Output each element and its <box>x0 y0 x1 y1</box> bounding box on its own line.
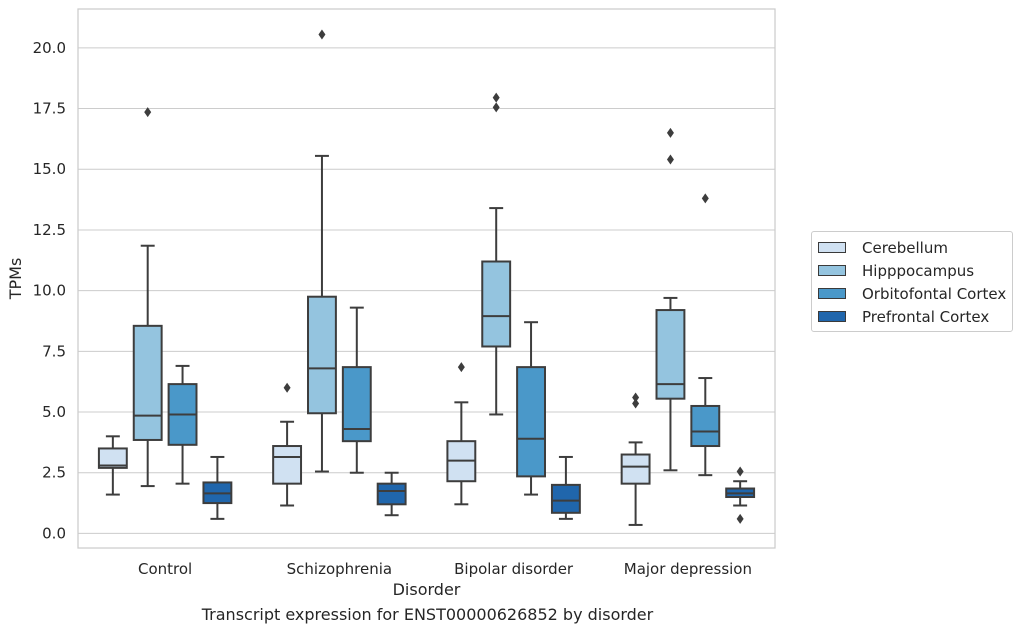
legend-item-prefrontal: Prefrontal Cortex <box>812 305 1012 328</box>
box-orbitofontal-cortex <box>341 306 372 474</box>
x-tick-label: Schizophrenia <box>287 560 392 578</box>
outlier-point <box>701 193 709 204</box>
box-iqr <box>690 404 721 448</box>
box-iqr <box>655 309 686 400</box>
box-prefrontal-cortex <box>550 455 581 520</box>
plot-frame <box>77 8 776 549</box>
x-tick-label: Bipolar disorder <box>454 560 574 578</box>
box-hipppocampus <box>307 29 337 473</box>
outlier-point <box>457 362 465 373</box>
box-iqr <box>550 483 581 514</box>
box-iqr <box>97 447 128 469</box>
figure-caption: Transcript expression for ENST0000062685… <box>201 605 654 624</box>
legend-label: Prefrontal Cortex <box>862 307 990 326</box>
legend-label: Cerebellum <box>862 238 948 257</box>
y-tick-label: 20.0 <box>33 39 66 57</box>
box-cerebellum <box>620 392 651 526</box>
y-tick-label: 17.5 <box>33 100 66 118</box>
box-cerebellum <box>272 382 303 507</box>
outlier-point <box>144 107 152 118</box>
legend-label: Hipppocampus <box>862 261 975 280</box>
legend: Cerebellum Hipppocampus Orbitofontal Cor… <box>811 231 1013 332</box>
y-tick-label: 2.5 <box>42 464 66 482</box>
outlier-point <box>318 29 326 40</box>
box-iqr <box>620 453 651 485</box>
box-hipppocampus <box>655 127 686 472</box>
box-iqr <box>481 260 512 348</box>
outlier-point <box>666 127 674 138</box>
box-iqr <box>272 445 303 485</box>
outlier-point <box>736 466 744 477</box>
y-tick-label: 10.0 <box>33 282 66 300</box>
x-tick-label: Control <box>138 560 192 578</box>
legend-item-orbitofrontal: Orbitofontal Cortex <box>812 282 1012 305</box>
legend-swatch-hippocampus <box>818 265 846 276</box>
y-tick-label: 12.5 <box>33 221 66 239</box>
legend-label: Orbitofontal Cortex <box>862 284 1007 303</box>
box-hipppocampus <box>481 92 512 416</box>
legend-item-cerebellum: Cerebellum <box>812 236 1012 259</box>
y-tick-label: 5.0 <box>42 403 66 421</box>
y-axis-label: TPMs <box>6 258 25 301</box>
y-tick-label: 0.0 <box>42 524 66 542</box>
box-iqr <box>132 324 163 441</box>
outlier-point <box>632 398 640 409</box>
box-prefrontal-cortex <box>376 471 407 517</box>
box-iqr <box>516 366 546 478</box>
outlier-point <box>736 513 744 524</box>
box-cerebellum <box>446 362 477 506</box>
legend-swatch-prefrontal <box>818 311 846 322</box>
box-orbitofontal-cortex <box>516 321 546 496</box>
box-iqr <box>307 295 337 415</box>
outlier-point <box>632 392 640 403</box>
x-tick-label: Major depression <box>624 560 752 578</box>
box-cerebellum <box>97 435 128 496</box>
box-prefrontal-cortex <box>725 466 756 524</box>
y-tick-label: 7.5 <box>42 342 66 360</box>
box-hipppocampus <box>132 107 163 488</box>
outlier-point <box>666 154 674 165</box>
box-iqr <box>341 366 372 443</box>
box-prefrontal-cortex <box>202 455 233 520</box>
outlier-point <box>492 92 500 103</box>
legend-swatch-cerebellum <box>818 242 846 253</box>
box-iqr <box>376 482 407 506</box>
outlier-point <box>492 102 500 113</box>
outlier-point <box>283 382 291 393</box>
legend-swatch-orbitofrontal <box>818 288 846 299</box>
legend-item-hippocampus: Hipppocampus <box>812 259 1012 282</box>
y-tick-label: 15.0 <box>33 160 66 178</box>
box-orbitofontal-cortex <box>167 364 198 485</box>
x-axis-label: Disorder <box>393 580 461 599</box>
box-orbitofontal-cortex <box>690 193 721 477</box>
